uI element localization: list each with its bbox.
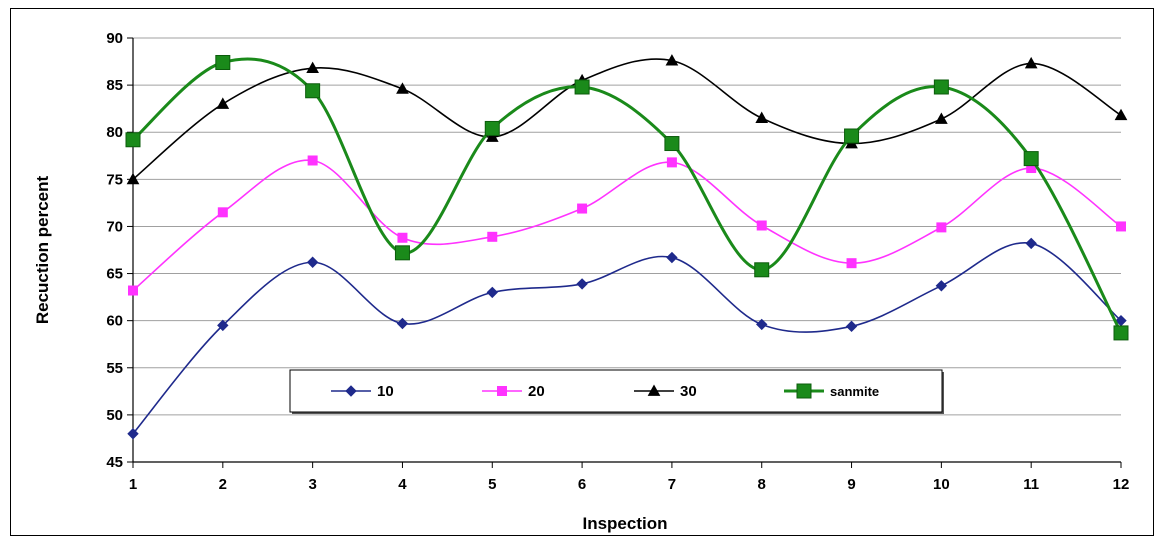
y-tick-label: 45 (106, 454, 123, 471)
data-point (486, 286, 498, 299)
legend-entry-30: 30 (634, 383, 697, 400)
series-20 (128, 155, 1126, 296)
data-point (484, 120, 500, 136)
legend-label: 20 (528, 383, 545, 400)
y-tick-label: 55 (106, 360, 123, 377)
series-10 (127, 237, 1127, 440)
data-point (125, 132, 141, 148)
data-point (217, 319, 229, 332)
data-point (576, 278, 588, 290)
y-tick-label: 80 (106, 124, 123, 141)
series-30 (126, 54, 1128, 185)
data-point (666, 157, 677, 168)
data-point (756, 220, 767, 231)
legend-label: 30 (680, 383, 697, 400)
x-tick-label: 11 (1023, 476, 1039, 493)
data-point (665, 54, 679, 66)
x-tick-label: 8 (758, 476, 766, 493)
y-tick-label: 60 (106, 313, 123, 330)
series-line (132, 57, 1123, 334)
data-point (936, 222, 947, 233)
data-point (485, 130, 499, 142)
x-tick-label: 10 (933, 476, 950, 493)
data-point (396, 317, 409, 330)
legend-label: 10 (377, 383, 394, 400)
data-point (845, 320, 858, 333)
data-point (1023, 151, 1039, 167)
x-tick-label: 3 (308, 476, 316, 493)
data-point (844, 128, 860, 144)
x-tick-label: 5 (488, 476, 496, 493)
x-tick-label: 4 (398, 476, 407, 493)
gridlines (133, 37, 1121, 416)
data-point (305, 83, 321, 99)
y-axis-title: Recuction percent (33, 176, 52, 325)
legend-label: sanmite (830, 384, 879, 399)
y-tick-label: 65 (106, 266, 123, 283)
data-point (1024, 56, 1038, 69)
data-point (1113, 325, 1129, 341)
data-point (394, 245, 410, 261)
data-point (664, 136, 680, 152)
x-axis-title: Inspection (582, 514, 667, 533)
data-point (397, 232, 408, 243)
data-point (1025, 237, 1037, 250)
data-point (396, 82, 409, 94)
legend-entry-sanmite: sanmite (784, 383, 879, 399)
data-point (1116, 221, 1126, 232)
series-line (132, 159, 1122, 292)
data-point (756, 318, 768, 331)
legend-marker (497, 386, 507, 396)
data-point (935, 112, 948, 124)
data-point (754, 262, 770, 278)
data-point (487, 231, 498, 242)
x-tick-label: 12 (1113, 476, 1130, 493)
series-sanmite (125, 54, 1129, 341)
data-point (306, 61, 319, 74)
x-tick-label: 9 (847, 476, 855, 493)
x-tick-label: 1 (129, 476, 137, 493)
data-point (1114, 108, 1128, 121)
x-tick-label: 6 (578, 476, 586, 493)
data-point (215, 54, 231, 70)
data-point (306, 256, 319, 268)
legend-marker (345, 385, 357, 397)
data-point (574, 79, 590, 95)
legend-marker (647, 384, 661, 396)
data-point (127, 428, 139, 440)
legend-box (289, 369, 943, 413)
x-tick-label: 2 (219, 476, 227, 493)
data-point (935, 280, 948, 292)
data-point (846, 258, 857, 269)
y-tick-label: 75 (106, 171, 123, 188)
data-point (126, 172, 140, 185)
legend-entry-20: 20 (482, 383, 545, 400)
legend-marker (796, 383, 812, 399)
data-point (666, 251, 678, 264)
data-point (755, 111, 769, 123)
x-tick-label: 7 (668, 476, 676, 493)
y-tick-label: 90 (106, 30, 123, 47)
series-lines (125, 54, 1129, 440)
data-point (128, 285, 138, 296)
legend-entry-10: 10 (331, 383, 394, 400)
y-tick-label: 50 (106, 407, 123, 424)
data-point (217, 207, 228, 218)
y-tick-label: 70 (106, 218, 123, 235)
legend: 10 20 30 sanmite (289, 369, 944, 414)
data-point (216, 97, 230, 109)
data-point (577, 203, 588, 214)
data-point (933, 79, 949, 95)
series-line (132, 241, 1122, 435)
y-tick-label: 85 (106, 77, 123, 94)
series-line (132, 58, 1122, 180)
data-point (307, 155, 318, 166)
